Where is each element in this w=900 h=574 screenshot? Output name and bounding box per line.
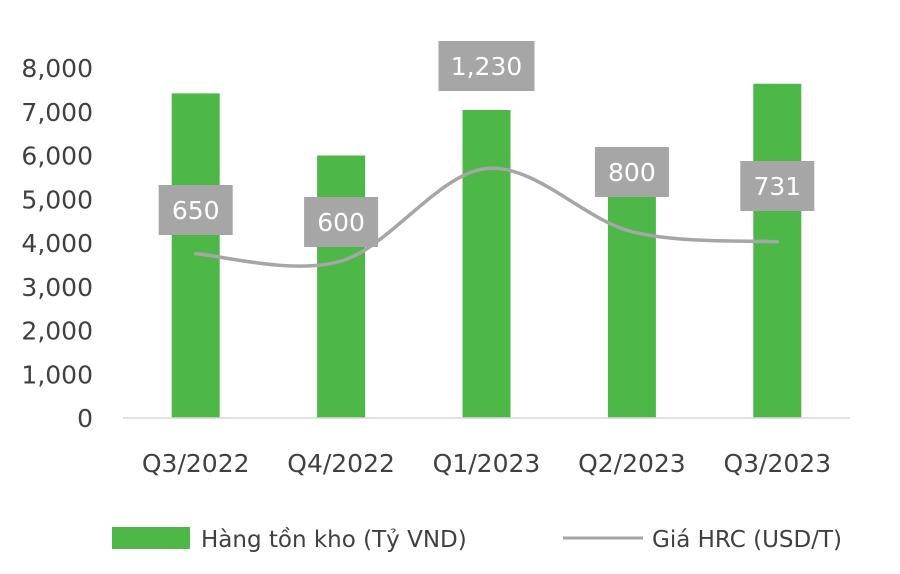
y-tick-label: 6,000 (21, 142, 93, 171)
bar-series (171, 83, 802, 418)
data-label-box (304, 197, 379, 247)
y-tick-label: 3,000 (21, 273, 93, 302)
bar (317, 155, 366, 418)
line-series (193, 166, 780, 268)
data-label: 1,230 (451, 52, 523, 81)
y-tick-label: 4,000 (21, 229, 93, 258)
legend-label-bar: Hàng tồn kho (Tỷ VND) (201, 527, 467, 553)
data-label: 600 (317, 208, 365, 237)
y-tick-label: 7,000 (21, 98, 93, 127)
legend-swatch-bar (112, 527, 190, 549)
data-label-box (158, 185, 233, 235)
legend: Hàng tồn kho (Tỷ VND) Giá HRC (USD/T) (112, 527, 842, 553)
y-axis-ticks: 0 1,000 2,000 3,000 4,000 5,000 6,000 7,000 8,00… (21, 54, 93, 433)
x-tick-label: Q2/2023 (578, 449, 686, 478)
bar (753, 83, 802, 418)
data-label: 800 (608, 158, 656, 187)
data-label-box (594, 147, 669, 197)
x-tick-label: Q3/2023 (723, 449, 831, 478)
x-tick-label: Q3/2022 (142, 449, 250, 478)
y-tick-label: 1,000 (21, 360, 93, 389)
legend-label-line: Giá HRC (USD/T) (652, 527, 842, 553)
data-label-box (740, 161, 815, 211)
data-labels: 650 600 1,230 800 731 (158, 41, 815, 247)
y-tick-label: 2,000 (21, 317, 93, 346)
data-label: 731 (753, 172, 801, 201)
bar (462, 110, 511, 418)
y-tick-label: 0 (77, 404, 93, 433)
x-tick-label: Q4/2022 (287, 449, 395, 478)
y-tick-label: 5,000 (21, 185, 93, 214)
data-label: 650 (172, 196, 220, 225)
bar (607, 185, 656, 418)
data-label-box (438, 41, 535, 91)
y-tick-label: 8,000 (21, 54, 93, 83)
x-tick-label: Q1/2023 (433, 449, 541, 478)
x-axis-ticks: Q3/2022 Q4/2022 Q1/2023 Q2/2023 Q3/2023 (142, 449, 831, 478)
